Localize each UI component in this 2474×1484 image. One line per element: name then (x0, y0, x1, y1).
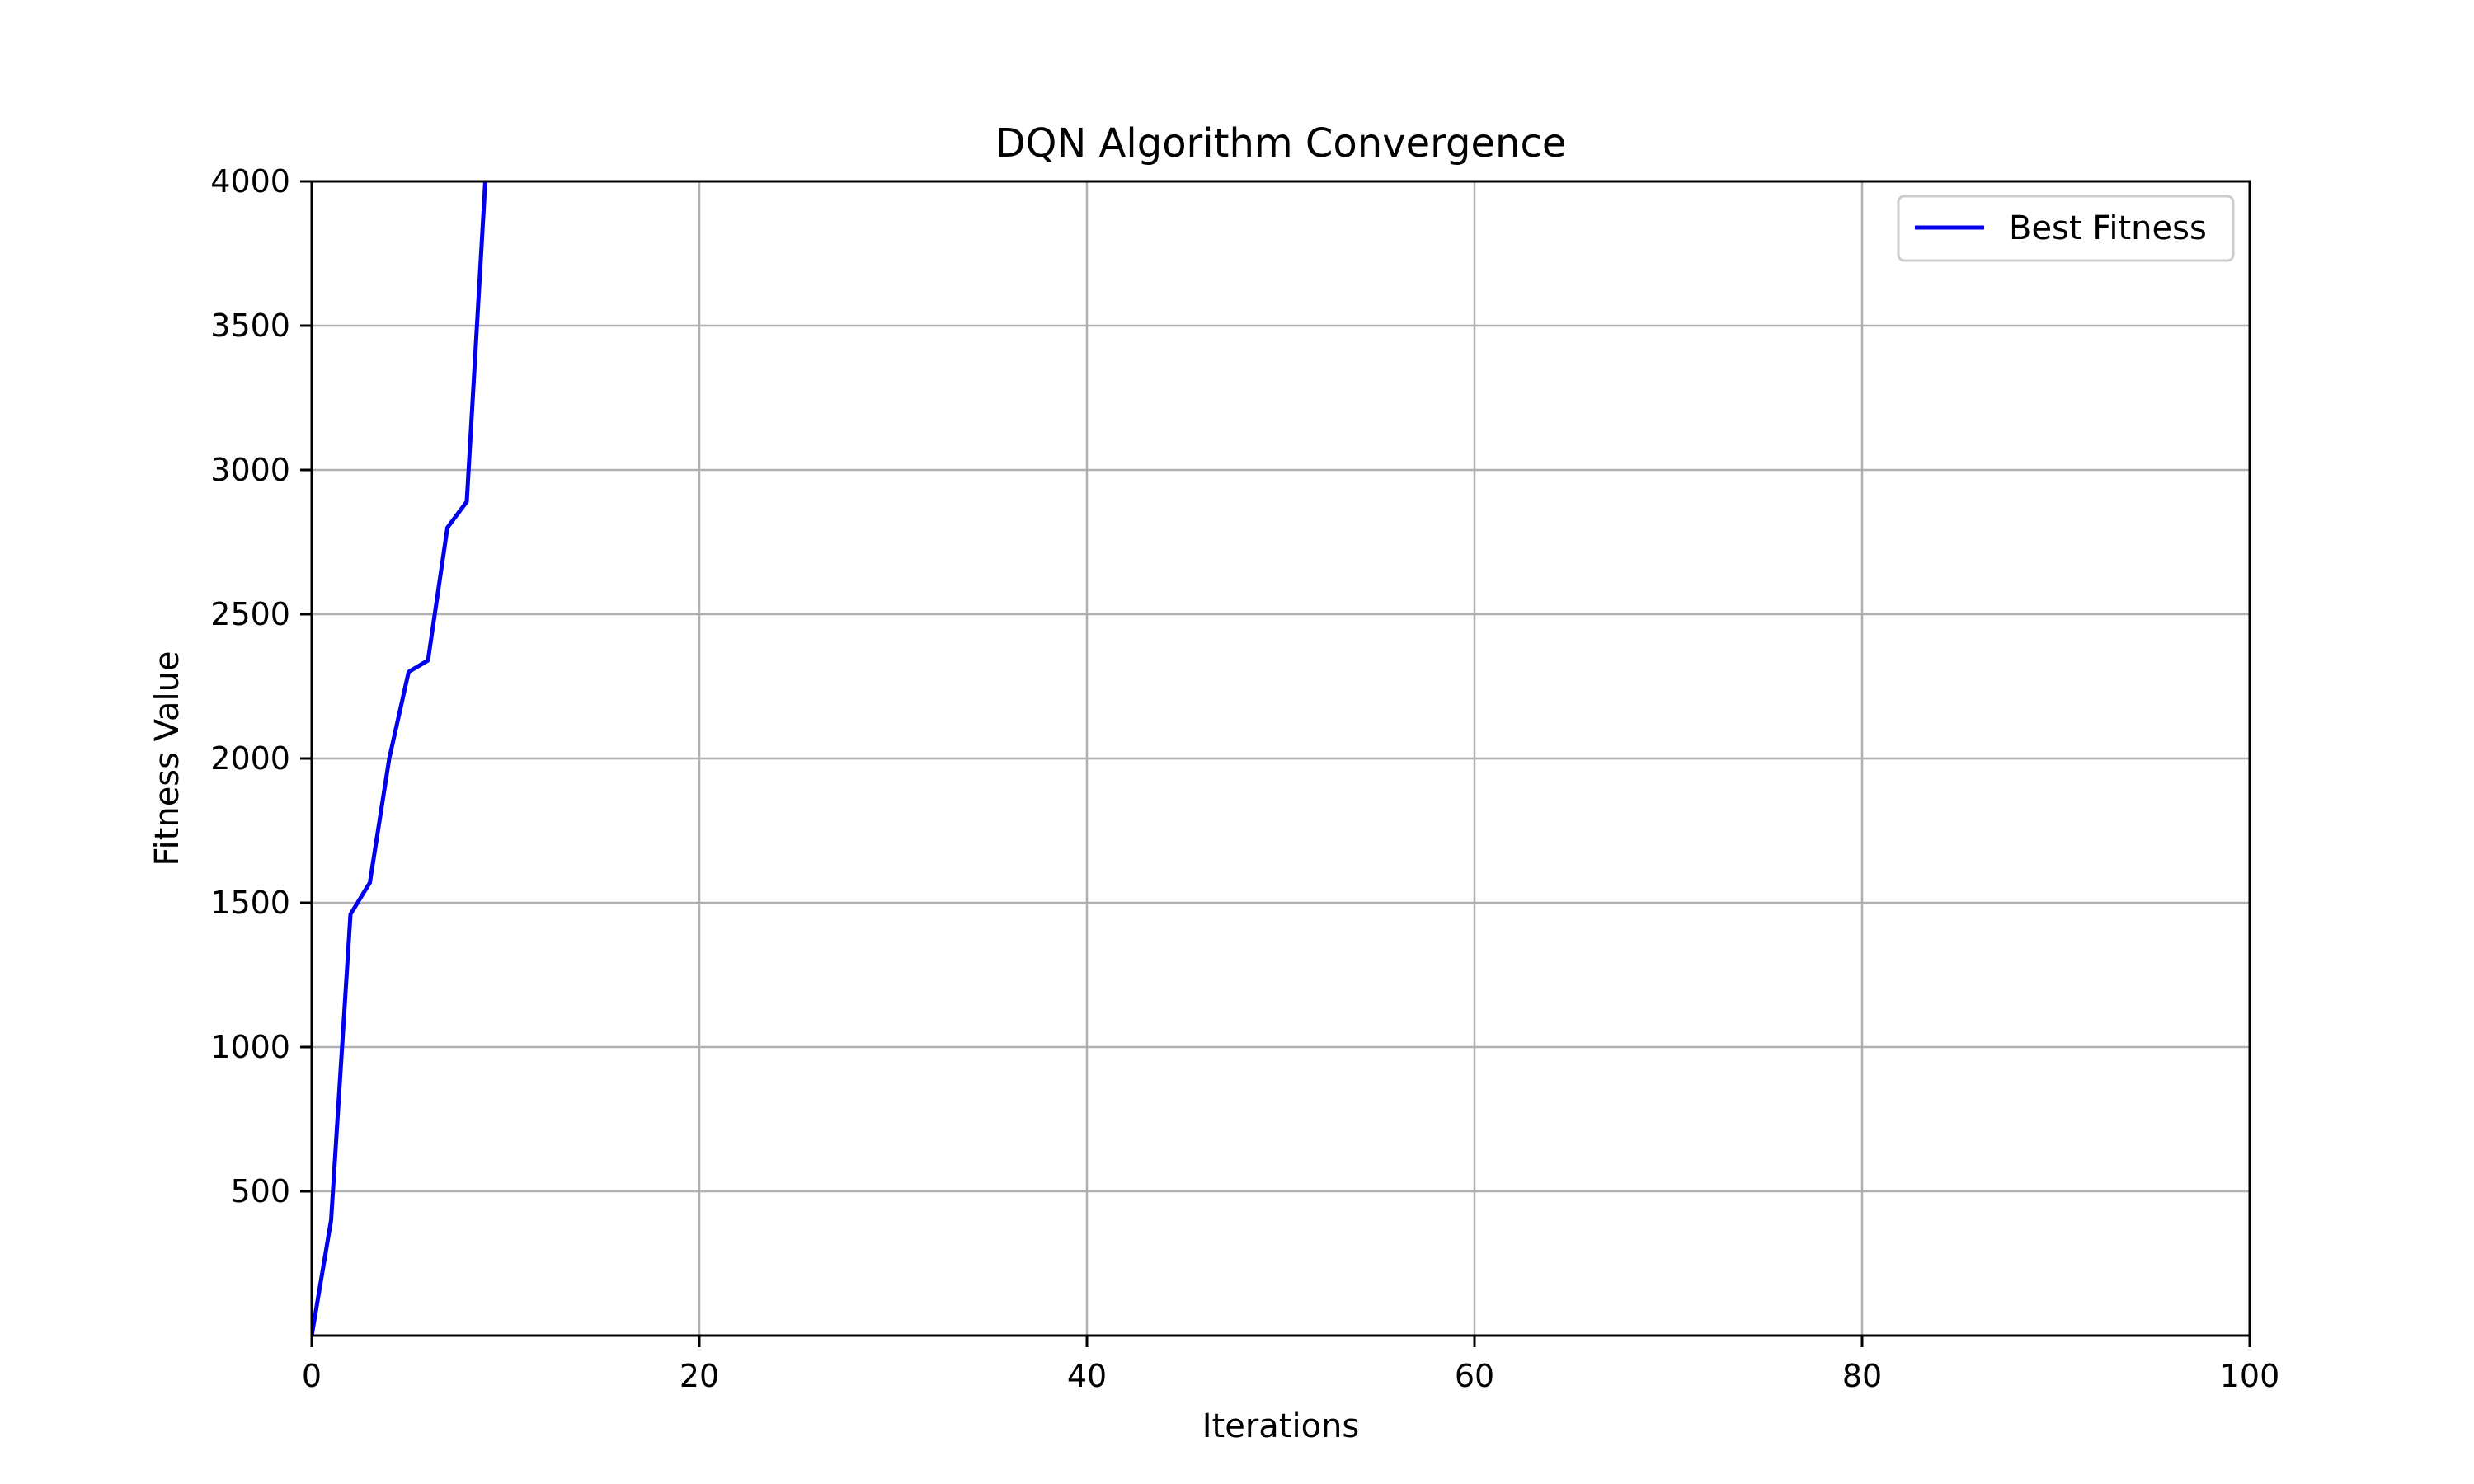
grid-lines (312, 181, 2250, 1336)
series-layer (312, 181, 487, 1336)
series-line-best-fitness (312, 181, 487, 1336)
y-tick-label: 3500 (210, 308, 290, 344)
x-axis-label: Iterations (1202, 1407, 1360, 1445)
x-tick-label: 60 (1455, 1358, 1494, 1394)
x-tick-label: 100 (2220, 1358, 2280, 1394)
y-tick-label: 2000 (210, 740, 290, 777)
y-tick-label: 500 (230, 1173, 290, 1209)
x-tick-label: 80 (1842, 1358, 1882, 1394)
legend-label: Best Fitness (2009, 209, 2207, 247)
y-tick-label: 4000 (210, 163, 290, 200)
y-tick-label: 2500 (210, 596, 290, 632)
y-tick-label: 1000 (210, 1029, 290, 1065)
x-tick-label: 20 (680, 1358, 719, 1394)
x-axis-ticks: 0 20 40 60 80 100 (302, 1336, 2279, 1394)
x-tick-label: 0 (302, 1358, 322, 1394)
legend: Best Fitness (1897, 195, 2235, 262)
chart-title: DQN Algorithm Convergence (995, 120, 1567, 167)
y-tick-label: 3000 (210, 452, 290, 488)
x-tick-label: 40 (1067, 1358, 1107, 1394)
y-tick-label: 1500 (210, 885, 290, 921)
y-axis-ticks: 500 1000 1500 2000 2500 3000 3500 4000 (210, 163, 312, 1209)
y-axis-label: Fitness Value (148, 650, 186, 866)
legend-box (1897, 195, 2235, 262)
